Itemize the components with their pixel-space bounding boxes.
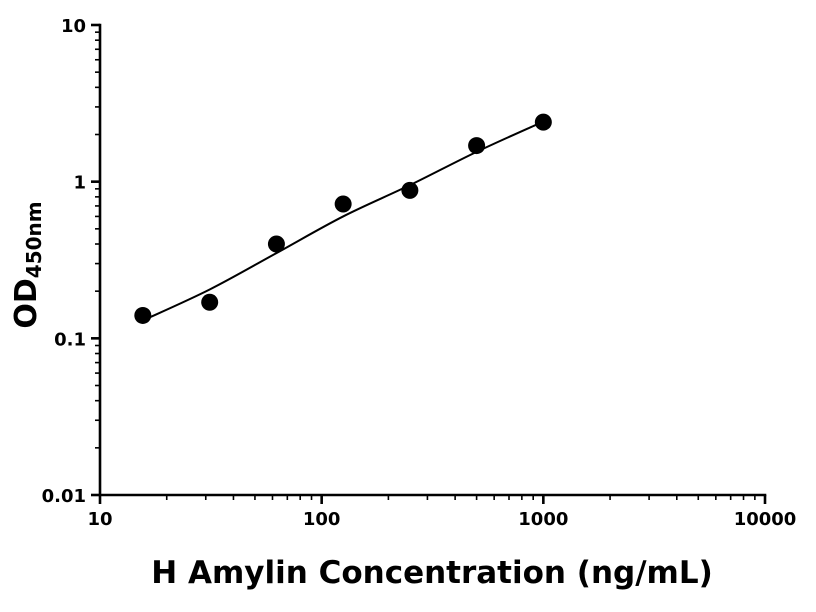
y-tick-label: 10 xyxy=(61,16,86,37)
data-point xyxy=(534,113,552,131)
data-point xyxy=(134,306,152,324)
plot-area: 10 100 1000 10000 0.01 0.1 1 10 xyxy=(42,16,797,530)
data-point xyxy=(334,195,352,213)
axis-spines xyxy=(98,23,767,497)
x-tick-label: 100 xyxy=(303,509,341,530)
y-axis-label-main: OD xyxy=(9,278,44,328)
data-point xyxy=(468,137,486,155)
x-axis-label: H Amylin Concentration (ng/mL) xyxy=(151,555,713,591)
x-tick-label: 10 xyxy=(87,509,112,530)
x-tick-label: 10000 xyxy=(734,509,797,530)
y-tick-label: 1 xyxy=(73,173,86,194)
y-tick-label: 0.1 xyxy=(54,329,86,350)
y-tick-label: 0.01 xyxy=(42,486,86,507)
x-tick-label: 1000 xyxy=(518,509,568,530)
y-axis-label: OD450nm xyxy=(9,201,46,328)
data-point xyxy=(401,181,419,199)
y-axis-label-subscript: 450nm xyxy=(22,201,46,278)
fit-line xyxy=(142,120,544,322)
data-point xyxy=(267,235,285,253)
data-point xyxy=(201,293,219,311)
